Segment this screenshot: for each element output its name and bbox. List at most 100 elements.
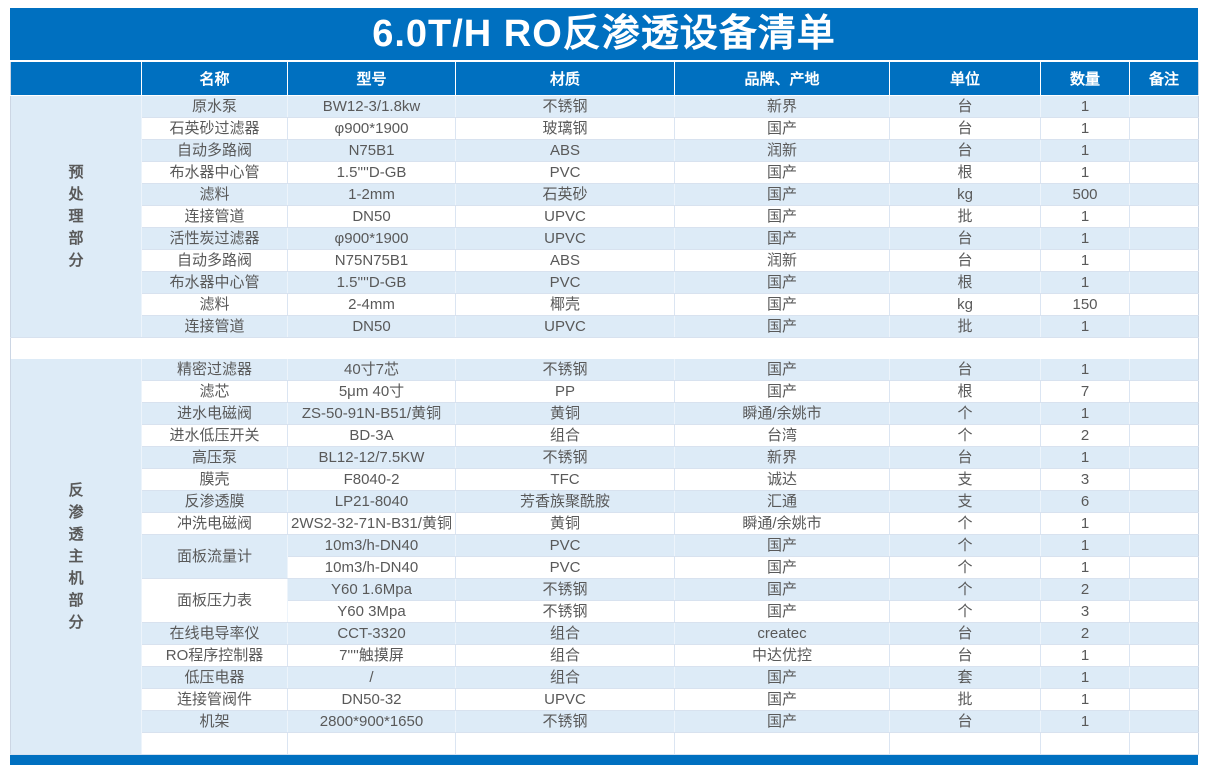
cell-material: 芳香族聚酰胺 bbox=[455, 490, 675, 513]
cell-material: 石英砂 bbox=[455, 183, 675, 206]
cell-brand: 国产 bbox=[674, 315, 890, 338]
cell-brand: 国产 bbox=[674, 293, 890, 316]
cell-unit: 台 bbox=[889, 622, 1041, 645]
cell-name: 精密过滤器 bbox=[141, 359, 288, 381]
cell-remark bbox=[1129, 600, 1199, 623]
cell-qty: 2 bbox=[1040, 622, 1130, 645]
cell-name: 连接管道 bbox=[141, 205, 288, 228]
cell-remark bbox=[1129, 490, 1199, 513]
document-title: 6.0T/H RO反渗透设备清单 bbox=[10, 8, 1198, 62]
cell-qty: 1 bbox=[1040, 666, 1130, 689]
cell-model: 2800*900*1650 bbox=[287, 710, 456, 733]
cell-material: 不锈钢 bbox=[455, 446, 675, 469]
cell-qty: 1 bbox=[1040, 556, 1130, 579]
table-row: 面板流量计 10m3/h-DN40 PVC 国产个 1 bbox=[11, 534, 1199, 579]
cell-unit: 台 bbox=[889, 710, 1041, 733]
cell-qty: 1 bbox=[1040, 512, 1130, 535]
table-row: 反渗透膜 LP21-8040 芳香族聚酰胺 汇通支 6 bbox=[11, 490, 1199, 513]
cell-model: F8040-2 bbox=[287, 468, 456, 491]
table-row: Y60 3Mpa 不锈钢 国产个 3 bbox=[11, 600, 1199, 623]
cell-qty: 1 bbox=[1040, 446, 1130, 469]
cell-unit: 支 bbox=[889, 490, 1041, 513]
cell-model: Y60 1.6Mpa bbox=[287, 578, 456, 601]
table-row: 石英砂过滤器 φ900*1900 玻璃钢 国产台 1 bbox=[11, 117, 1199, 140]
cell-brand: 国产 bbox=[674, 380, 890, 403]
cell-unit: 台 bbox=[889, 139, 1041, 162]
cell-unit: 台 bbox=[889, 95, 1041, 118]
table-row: 滤芯 5μm 40寸 PP 国产根 7 bbox=[11, 380, 1199, 403]
cell-remark bbox=[1129, 534, 1199, 557]
cell-brand: 国产 bbox=[674, 359, 890, 381]
cell-brand: 国产 bbox=[674, 578, 890, 601]
cell-qty bbox=[1040, 732, 1130, 755]
cell-qty: 1 bbox=[1040, 95, 1130, 118]
cell-brand: 国产 bbox=[674, 556, 890, 579]
cell-qty: 1 bbox=[1040, 205, 1130, 228]
cell-remark bbox=[1129, 183, 1199, 206]
table-row: 冲洗电磁阀 2WS2-32-71N-B31/黄铜 黄铜 瞬通/余姚市个 1 bbox=[11, 512, 1199, 535]
cell-model: Y60 3Mpa bbox=[287, 600, 456, 623]
cell-material: 不锈钢 bbox=[455, 600, 675, 623]
cell-remark bbox=[1129, 161, 1199, 184]
header-model: 型号 bbox=[287, 62, 456, 96]
cell-remark bbox=[1129, 271, 1199, 294]
header-material: 材质 bbox=[455, 62, 675, 96]
cell-name: 滤芯 bbox=[141, 380, 288, 403]
cell-material: 不锈钢 bbox=[455, 95, 675, 118]
cell-name: 高压泵 bbox=[141, 446, 288, 469]
cell-brand: 诚达 bbox=[674, 468, 890, 491]
table-row: 活性炭过滤器 φ900*1900 UPVC 国产台 1 bbox=[11, 227, 1199, 250]
cell-unit: 根 bbox=[889, 271, 1041, 294]
table-row: 10m3/h-DN40 PVC 国产个 1 bbox=[11, 556, 1199, 579]
table-row: 进水低压开关 BD-3A 组合 台湾个 2 bbox=[11, 424, 1199, 447]
cell-qty: 3 bbox=[1040, 600, 1130, 623]
cell-model: 7''''触摸屏 bbox=[287, 644, 456, 667]
table-row: 预处理部分原水泵 BW12-3/1.8kw 不锈钢 新界台 1 bbox=[10, 95, 1199, 338]
table-row: 连接管道 DN50 UPVC 国产批 1 bbox=[11, 315, 1199, 338]
next-section-bar bbox=[10, 755, 1198, 765]
cell-name: 冲洗电磁阀 bbox=[141, 512, 288, 535]
cell-model: ZS-50-91N-B51/黄铜 bbox=[287, 402, 456, 425]
cell-brand: 国产 bbox=[674, 183, 890, 206]
table-row: 自动多路阀 N75N75B1 ABS 润新台 1 bbox=[11, 249, 1199, 272]
section-separator-row bbox=[10, 337, 1199, 359]
cell-material: UPVC bbox=[455, 315, 675, 338]
cell-material: 不锈钢 bbox=[455, 578, 675, 601]
section-group-label: 反渗透主机部分 bbox=[68, 481, 84, 631]
cell-brand: 新界 bbox=[674, 446, 890, 469]
cell-unit: 台 bbox=[889, 446, 1041, 469]
cell-name: 自动多路阀 bbox=[141, 139, 288, 162]
table-row: 低压电器 / 组合 国产套 1 bbox=[11, 666, 1199, 689]
cell-unit: 套 bbox=[889, 666, 1041, 689]
cell-qty: 2 bbox=[1040, 424, 1130, 447]
cell-remark bbox=[1129, 446, 1199, 469]
cell-remark bbox=[1129, 95, 1199, 118]
cell-brand: 中达优控 bbox=[674, 644, 890, 667]
cell-qty: 1 bbox=[1040, 315, 1130, 338]
cell-qty: 1 bbox=[1040, 271, 1130, 294]
cell-brand: 台湾 bbox=[674, 424, 890, 447]
cell-qty: 1 bbox=[1040, 161, 1130, 184]
cell-model: N75B1 bbox=[287, 139, 456, 162]
cell-unit: 个 bbox=[889, 578, 1041, 601]
cell-name: 布水器中心管 bbox=[141, 161, 288, 184]
cell-unit: kg bbox=[889, 183, 1041, 206]
cell-model: LP21-8040 bbox=[287, 490, 456, 513]
cell-model: CCT-3320 bbox=[287, 622, 456, 645]
cell-brand: 瞬通/余姚市 bbox=[674, 402, 890, 425]
cell-model: φ900*1900 bbox=[287, 117, 456, 140]
table-row: 滤料 2-4mm 椰壳 国产 kg 150 bbox=[11, 293, 1199, 316]
cell-model: BD-3A bbox=[287, 424, 456, 447]
cell-unit: 批 bbox=[889, 688, 1041, 711]
cell-remark bbox=[1129, 227, 1199, 250]
cell-qty: 1 bbox=[1040, 359, 1130, 381]
cell-model: 10m3/h-DN40 bbox=[287, 534, 456, 557]
cell-brand: 润新 bbox=[674, 139, 890, 162]
cell-model: DN50 bbox=[287, 205, 456, 228]
header-unit: 单位 bbox=[889, 62, 1041, 96]
table-row: 布水器中心管 1.5''''D-GB PVC 国产根 1 bbox=[11, 271, 1199, 294]
cell-brand: 国产 bbox=[674, 227, 890, 250]
cell-model: 2-4mm bbox=[287, 293, 456, 316]
cell-material: PVC bbox=[455, 161, 675, 184]
cell-remark bbox=[1129, 468, 1199, 491]
